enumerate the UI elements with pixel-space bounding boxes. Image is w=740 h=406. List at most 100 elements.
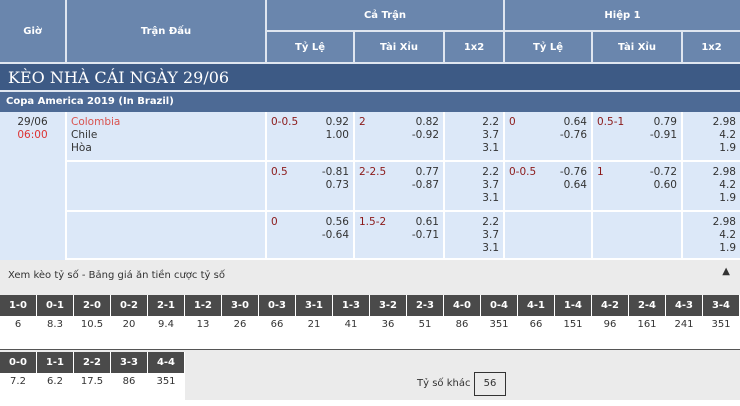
kickoff-time: 06:00	[17, 129, 48, 141]
score-cell[interactable]: 3-0 26	[222, 295, 259, 349]
other-score-label: Tỷ số khác	[417, 378, 471, 389]
score-cell[interactable]: 1-0 6	[0, 295, 37, 349]
score-odds: 241	[666, 316, 702, 349]
other-score-value[interactable]: 56	[474, 372, 506, 396]
score-cell[interactable]: 0-2 20	[111, 295, 148, 349]
score-odds: 86	[111, 373, 147, 406]
odds-cell[interactable]: 1.5-2 0.61 -0.71	[355, 212, 445, 260]
score-cell[interactable]: 3-2 36	[370, 295, 407, 349]
line-value: 0	[509, 116, 516, 128]
correct-score-title[interactable]: Xem kèo tỷ số - Bảng giá ăn tiền cược tỷ…	[8, 270, 225, 281]
score-label: 2-4	[629, 295, 665, 316]
odds-value: 0.77	[415, 166, 439, 178]
score-label: 0-0	[0, 352, 36, 373]
score-cell[interactable]: 0-4 351	[481, 295, 518, 349]
score-cell[interactable]: 1-1 6.2	[37, 352, 74, 406]
score-cell[interactable]: 0-3 66	[259, 295, 296, 349]
score-cell[interactable]: 4-0 86	[444, 295, 481, 349]
odds-cell[interactable]	[593, 212, 683, 260]
odds-cell[interactable]: 0 0.64 -0.76	[505, 112, 593, 162]
odds-value: 0.56	[325, 216, 349, 228]
odds-value: 3.1	[482, 142, 499, 154]
score-odds: 13	[185, 316, 221, 349]
odds-value: 1.9	[719, 192, 736, 204]
odds-cell[interactable]: 0-0.5 0.92 1.00	[267, 112, 355, 162]
score-cell[interactable]: 4-2 96	[592, 295, 629, 349]
score-odds: 9.4	[148, 316, 184, 349]
x12-cell[interactable]: 2.2 3.7 3.1	[445, 212, 505, 260]
odds-value: 3.7	[482, 229, 499, 241]
odds-cell[interactable]: 1 -0.72 0.60	[593, 162, 683, 212]
odds-value: 3.1	[482, 242, 499, 254]
score-cell[interactable]: 3-1 21	[296, 295, 333, 349]
score-label: 3-4	[703, 295, 739, 316]
score-label: 4-1	[518, 295, 554, 316]
score-cell[interactable]: 2-3 51	[407, 295, 444, 349]
odds-cell[interactable]: 0 0.56 -0.64	[267, 212, 355, 260]
score-cell[interactable]: 0-0 7.2	[0, 352, 37, 406]
odds-value: 0.64	[563, 179, 587, 191]
odds-cell[interactable]: 0.5-1 0.79 -0.91	[593, 112, 683, 162]
x12-cell[interactable]: 2.98 4.2 1.9	[683, 162, 740, 212]
score-odds: 51	[407, 316, 443, 349]
odds-value: 1.9	[719, 142, 736, 154]
score-cell[interactable]: 2-4 161	[629, 295, 666, 349]
score-odds: 41	[333, 316, 369, 349]
score-cell[interactable]: 2-0 10.5	[74, 295, 111, 349]
score-odds: 351	[481, 316, 517, 349]
score-cell[interactable]: 2-2 17.5	[74, 352, 111, 406]
score-cell[interactable]: 1-3 41	[333, 295, 370, 349]
score-cell[interactable]: 4-1 66	[518, 295, 555, 349]
score-cell[interactable]: 4-3 241	[666, 295, 703, 349]
x12-cell[interactable]: 2.98 4.2 1.9	[683, 212, 740, 260]
score-label: 0-4	[481, 295, 517, 316]
line-value: 0	[271, 216, 278, 228]
score-cell[interactable]: 4-4 351	[148, 352, 185, 406]
odds-cell[interactable]: 0.5 -0.81 0.73	[267, 162, 355, 212]
subheader-col: 1x2	[683, 32, 740, 64]
score-odds: 17.5	[74, 373, 110, 406]
score-label: 2-0	[74, 295, 110, 316]
score-label: 2-2	[74, 352, 110, 373]
score-odds: 151	[555, 316, 591, 349]
score-cell[interactable]: 2-1 9.4	[148, 295, 185, 349]
score-label: 4-4	[148, 352, 184, 373]
odds-value: -0.92	[411, 129, 439, 141]
x12-cell[interactable]: 2.2 3.7 3.1	[445, 112, 505, 162]
odds-cell[interactable]	[505, 212, 593, 260]
score-cell[interactable]: 3-4 351	[703, 295, 740, 349]
score-label: 0-2	[111, 295, 147, 316]
score-cell[interactable]: 1-4 151	[555, 295, 592, 349]
page-title: KÈO NHÀ CÁI NGÀY 29/06	[0, 64, 740, 92]
line-value: 2	[359, 116, 366, 128]
score-label: 3-2	[370, 295, 406, 316]
match-time: 29/06 06:00	[0, 112, 67, 260]
home-team[interactable]: Colombia	[71, 116, 121, 128]
score-cell[interactable]: 3-3 86	[111, 352, 148, 406]
league-name[interactable]: Copa America 2019 (In Brazil)	[0, 92, 740, 112]
odds-cell[interactable]: 0-0.5 -0.76 0.64	[505, 162, 593, 212]
odds-value: -0.76	[559, 129, 587, 141]
odds-cell[interactable]: 2 0.82 -0.92	[355, 112, 445, 162]
odds-cell[interactable]: 2-2.5 0.77 -0.87	[355, 162, 445, 212]
score-odds: 66	[518, 316, 554, 349]
away-team[interactable]: Chile	[71, 129, 98, 141]
header-first-half: Hiệp 1	[505, 0, 740, 32]
odds-value: -0.81	[321, 166, 349, 178]
score-cell[interactable]: 0-1 8.3	[37, 295, 74, 349]
odds-value: 2.98	[712, 216, 736, 228]
line-value: 0.5-1	[597, 116, 625, 128]
odds-value: 0.79	[653, 116, 677, 128]
score-cell[interactable]: 1-2 13	[185, 295, 222, 349]
line-value: 2-2.5	[359, 166, 387, 178]
subheader-col: Tài Xỉu	[593, 32, 683, 64]
odds-value: 2.2	[482, 166, 499, 178]
score-label: 4-3	[666, 295, 702, 316]
odds-value: 0.73	[325, 179, 349, 191]
collapse-icon[interactable]: ▲	[722, 266, 730, 277]
x12-cell[interactable]: 2.98 4.2 1.9	[683, 112, 740, 162]
x12-cell[interactable]: 2.2 3.7 3.1	[445, 162, 505, 212]
odds-value: 3.1	[482, 192, 499, 204]
odds-value: 2.98	[712, 166, 736, 178]
score-odds: 86	[444, 316, 480, 349]
